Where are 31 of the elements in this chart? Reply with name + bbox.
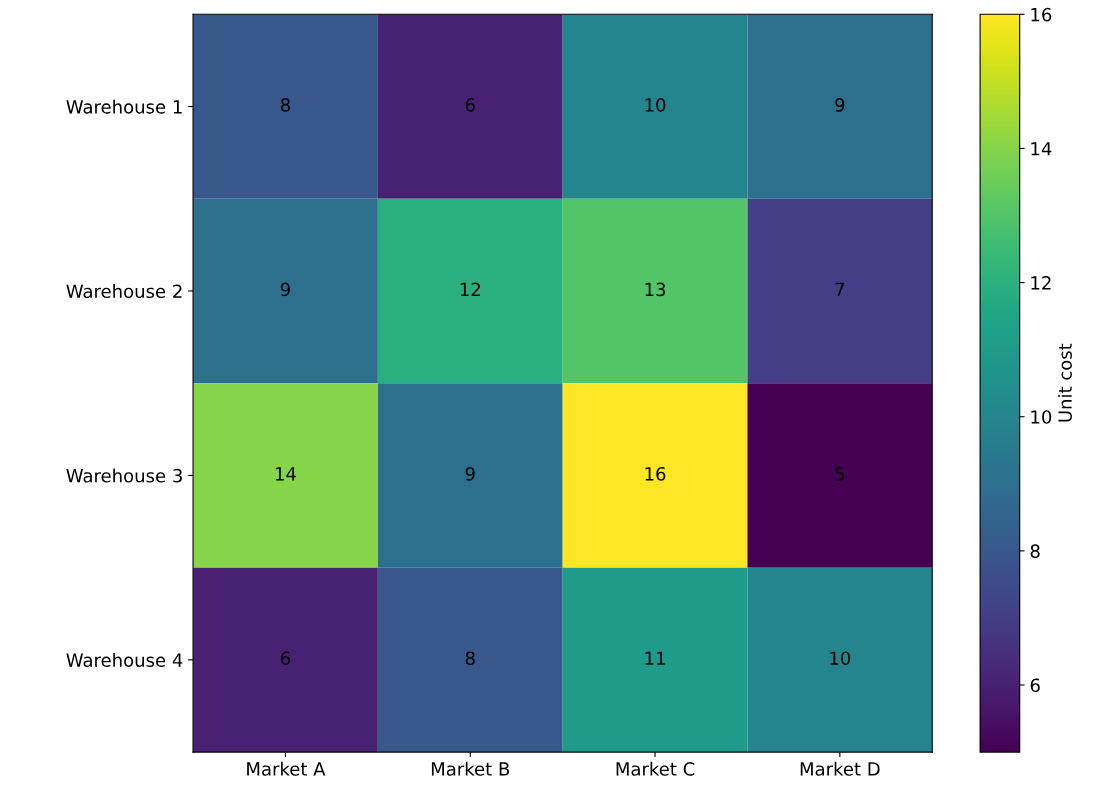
x-tick-label: Market C: [616, 761, 695, 776]
data-label: 16: [645, 466, 666, 481]
data-label: 9: [835, 98, 845, 112]
color-bar-title: Unit cost: [1057, 343, 1072, 422]
data-label: 6: [465, 98, 475, 112]
y-tick-label: Warehouse 3: [66, 468, 182, 483]
data-label: 10: [645, 98, 666, 112]
color-bar-label: 12: [1031, 276, 1051, 290]
data-label: 12: [460, 282, 480, 296]
data-label: 6: [280, 651, 291, 666]
x-tick-label: Market D: [800, 761, 880, 776]
color-bar-label: 6: [1030, 678, 1040, 693]
color-bar-label: 8: [1030, 544, 1040, 558]
color-bar-label: 14: [1031, 142, 1052, 156]
y-tick-label: Warehouse 2: [66, 284, 182, 299]
x-tick-label: Market B: [431, 761, 510, 776]
data-label: 8: [280, 98, 290, 112]
x-tick-label: Market A: [247, 761, 326, 776]
data-label: 10: [830, 651, 851, 666]
data-label: 13: [645, 282, 666, 297]
y-tick-label: Warehouse 1: [66, 99, 182, 114]
data-label: 9: [280, 282, 290, 297]
y-tick-label: Warehouse 4: [66, 652, 183, 667]
color-bar-label: 10: [1031, 410, 1052, 424]
data-label: 9: [465, 466, 475, 481]
data-label: 8: [465, 651, 475, 666]
data-label: 11: [645, 651, 665, 665]
color-bar-label: 16: [1031, 7, 1052, 22]
data-label: 7: [835, 282, 845, 296]
data-label: 14: [275, 467, 296, 481]
data-label: 5: [835, 467, 845, 481]
